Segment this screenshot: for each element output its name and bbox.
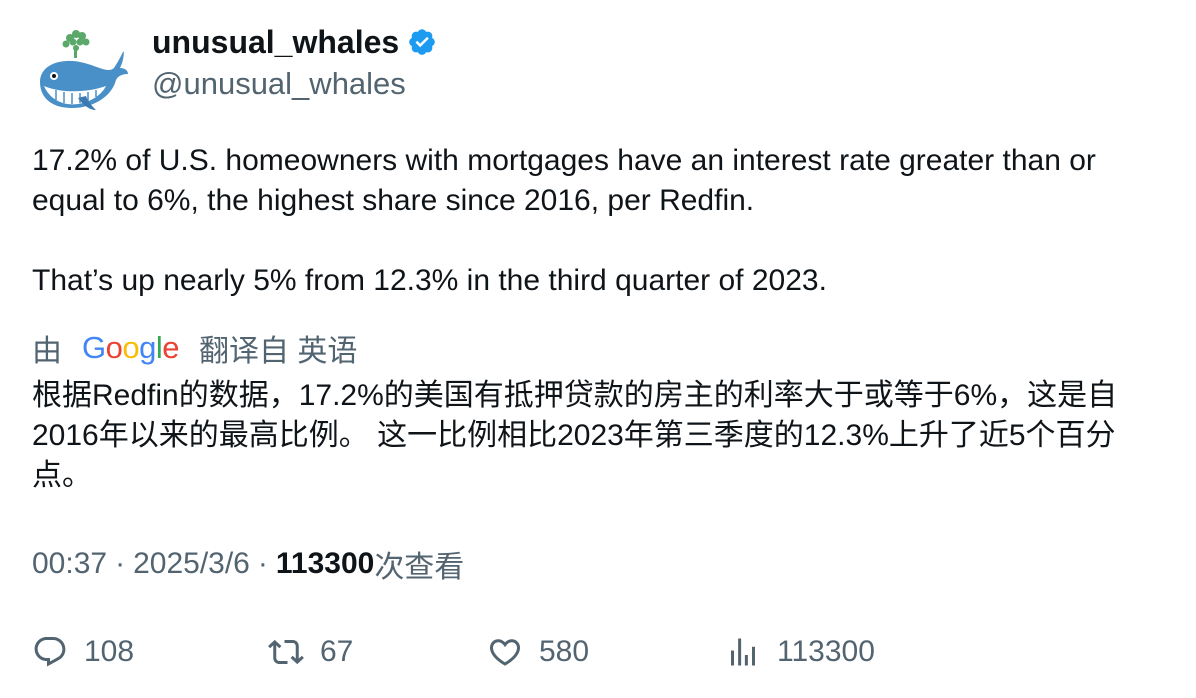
tweet-paragraph: 17.2% of U.S. homeowners with mortgages … (32, 144, 1096, 217)
heart-icon (489, 639, 521, 666)
views-count: 113300 (275, 547, 375, 580)
retweet-icon (268, 639, 304, 665)
like-button[interactable]: 580 (487, 630, 589, 674)
reply-icon (34, 637, 66, 667)
translation-suffix: 翻译自 英语 (199, 335, 358, 368)
user-handle[interactable]: @unusual_whales (152, 66, 406, 101)
meta-separator: · (115, 547, 126, 580)
views-button[interactable]: 113300 (725, 630, 875, 674)
reply-count: 108 (84, 635, 135, 668)
like-count: 580 (539, 635, 590, 668)
tweet-paragraph: That’s up nearly 5% from 12.3% in the th… (32, 264, 827, 297)
views-count-action: 113300 (777, 635, 875, 668)
retweet-count: 67 (320, 635, 354, 668)
translation-attribution[interactable]: 由 Google 翻译自 英语 (32, 326, 357, 370)
views-chart-icon (731, 638, 755, 666)
user-info: unusual_whales @unusual_whales (152, 20, 437, 104)
verified-badge-icon[interactable] (407, 27, 437, 57)
translated-text: 根据Redfin的数据，17.2%的美国有抵押贷款的房主的利率大于或等于6%，这… (32, 379, 1118, 492)
reply-button[interactable]: 108 (32, 630, 134, 674)
tweet-meta: 00:37 · 2025/3/6 · 113300 次查看 (32, 542, 464, 586)
display-name-row: unusual_whales (152, 20, 437, 64)
tweet-date[interactable]: 2025/3/6 (133, 547, 250, 580)
google-logo: Google (82, 330, 180, 365)
avatar[interactable] (32, 24, 128, 120)
views-label: 次查看 (374, 551, 465, 584)
meta-separator: · (257, 547, 268, 580)
whale-logo-icon (40, 30, 128, 110)
tweet-time[interactable]: 00:37 (32, 547, 108, 580)
tweet-text: 17.2% of U.S. homeowners with mortgages … (32, 141, 1172, 301)
retweet-button[interactable]: 67 (268, 630, 353, 674)
action-bar: 108 67 580 113300 (32, 630, 1172, 674)
translation-prefix: 由 (32, 335, 62, 368)
display-name[interactable]: unusual_whales (152, 24, 400, 60)
